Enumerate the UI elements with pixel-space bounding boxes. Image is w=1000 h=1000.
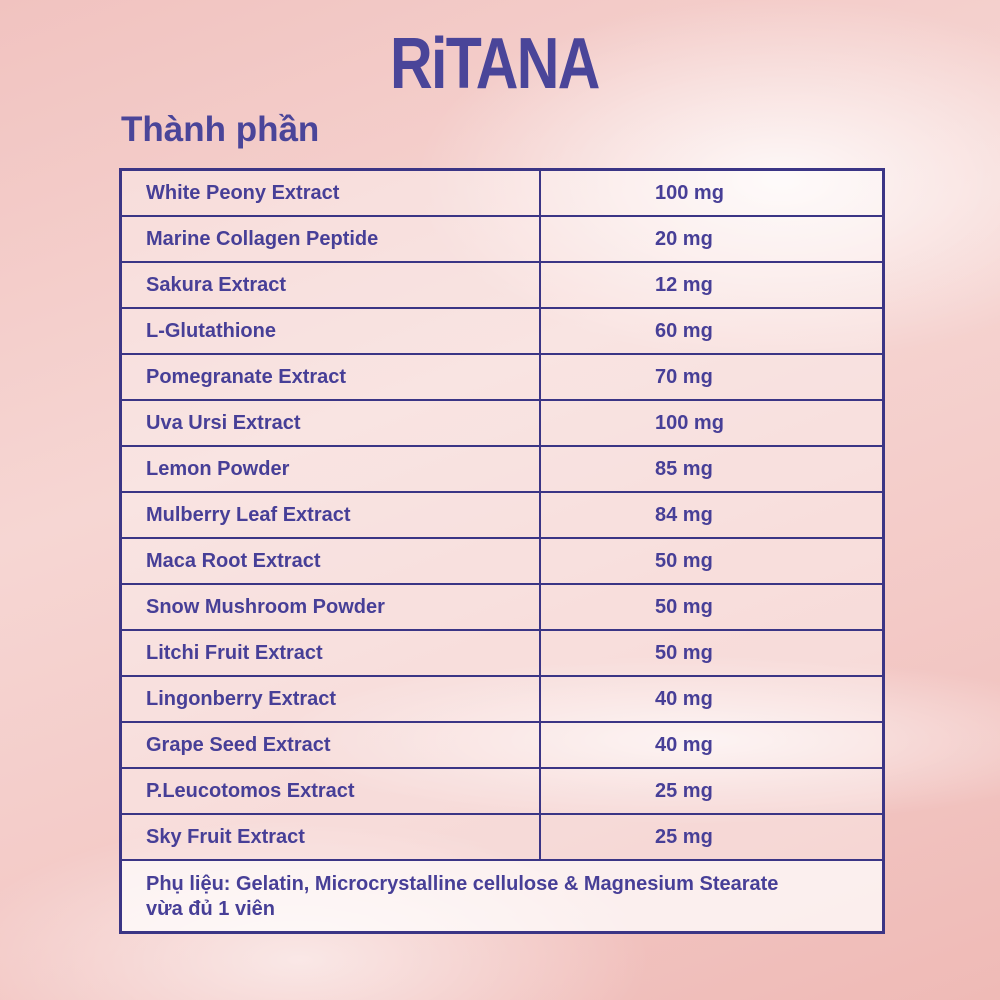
excipients-line-2: vừa đủ 1 viên: [146, 898, 275, 920]
ingredient-amount: 50 mg: [539, 629, 885, 677]
excipients-row: Phụ liệu: Gelatin, Microcrystalline cell…: [119, 859, 885, 934]
ingredient-amount: 100 mg: [539, 399, 885, 447]
ingredient-name: Maca Root Extract: [119, 537, 541, 585]
ingredient-name: Litchi Fruit Extract: [119, 629, 541, 677]
ingredient-row: Pomegranate Extract 70 mg: [119, 353, 885, 401]
ingredient-name: White Peony Extract: [119, 168, 541, 217]
ingredient-amount: 84 mg: [539, 491, 885, 539]
ingredient-amount: 100 mg: [539, 168, 885, 217]
ingredient-amount: 85 mg: [539, 445, 885, 493]
ingredient-row: L-Glutathione 60 mg: [119, 307, 885, 355]
ingredient-amount: 70 mg: [539, 353, 885, 401]
ingredient-name: Uva Ursi Extract: [119, 399, 541, 447]
ingredient-amount: 50 mg: [539, 537, 885, 585]
ingredient-amount: 50 mg: [539, 583, 885, 631]
ingredient-amount: 60 mg: [539, 307, 885, 355]
ingredient-name: Lemon Powder: [119, 445, 541, 493]
ingredient-name: P.Leucotomos Extract: [119, 767, 541, 815]
ingredient-amount: 20 mg: [539, 215, 885, 263]
ingredient-row: White Peony Extract 100 mg: [119, 168, 885, 217]
ingredient-row: Snow Mushroom Powder 50 mg: [119, 583, 885, 631]
ingredient-amount: 40 mg: [539, 675, 885, 723]
ingredient-row: Sky Fruit Extract 25 mg: [119, 813, 885, 861]
ingredient-row: Uva Ursi Extract 100 mg: [119, 399, 885, 447]
ingredient-name: Sakura Extract: [119, 261, 541, 309]
ingredients-table: White Peony Extract 100 mg Marine Collagen…: [119, 168, 885, 934]
ingredient-name: L-Glutathione: [119, 307, 541, 355]
brand-logo: RiTANA: [390, 24, 600, 104]
excipients-note: Phụ liệu: Gelatin, Microcrystalline cell…: [119, 859, 885, 934]
ingredient-row: Maca Root Extract 50 mg: [119, 537, 885, 585]
ingredient-row: Lemon Powder 85 mg: [119, 445, 885, 493]
excipients-line-1: Phụ liệu: Gelatin, Microcrystalline cell…: [146, 873, 779, 895]
ingredient-row: Litchi Fruit Extract 50 mg: [119, 629, 885, 677]
ingredient-name: Sky Fruit Extract: [119, 813, 541, 861]
ingredient-row: P.Leucotomos Extract 25 mg: [119, 767, 885, 815]
ingredient-amount: 12 mg: [539, 261, 885, 309]
ingredient-amount: 25 mg: [539, 813, 885, 861]
ingredient-row: Marine Collagen Peptide 20 mg: [119, 215, 885, 263]
page-title: Thành phần: [121, 110, 320, 149]
ingredient-row: Lingonberry Extract 40 mg: [119, 675, 885, 723]
ingredient-name: Marine Collagen Peptide: [119, 215, 541, 263]
ingredient-name: Pomegranate Extract: [119, 353, 541, 401]
ingredient-row: Sakura Extract 12 mg: [119, 261, 885, 309]
ingredient-name: Lingonberry Extract: [119, 675, 541, 723]
ingredient-amount: 25 mg: [539, 767, 885, 815]
ingredient-name: Mulberry Leaf Extract: [119, 491, 541, 539]
ingredient-name: Snow Mushroom Powder: [119, 583, 541, 631]
ingredient-name: Grape Seed Extract: [119, 721, 541, 769]
ingredient-row: Mulberry Leaf Extract 84 mg: [119, 491, 885, 539]
ingredient-row: Grape Seed Extract 40 mg: [119, 721, 885, 769]
ingredient-amount: 40 mg: [539, 721, 885, 769]
